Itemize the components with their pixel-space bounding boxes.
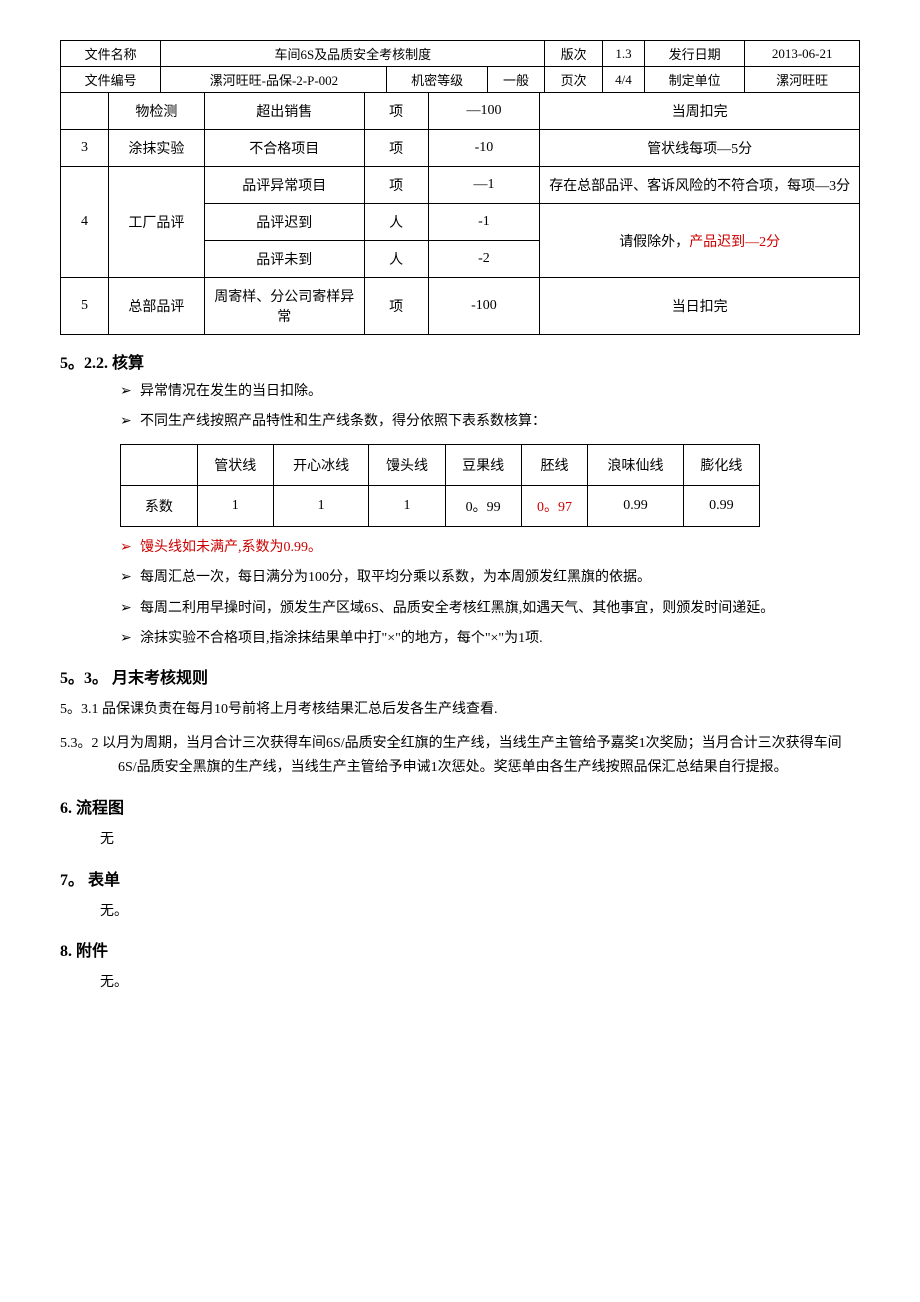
coef-header: 开心冰线: [273, 444, 369, 485]
cell-no: 4: [61, 167, 109, 278]
section-532-text: 5.3。2 以月为周期，当月合计三次获得车间6S/品质安全红旗的生产线，当线生产…: [60, 732, 860, 780]
coef-value: 0。99: [445, 485, 521, 526]
cell-no: [61, 93, 109, 130]
coef-value: 1: [197, 485, 273, 526]
cell-name: 涂抹实验: [108, 130, 204, 167]
coef-header: 馒头线: [369, 444, 445, 485]
section-7-body: 无。: [100, 900, 860, 924]
label-dept: 制定单位: [645, 67, 745, 93]
coef-value: 1: [369, 485, 445, 526]
coef-blank: [121, 444, 198, 485]
coef-row-label: 系数: [121, 485, 198, 526]
cell-remark: 请假除外，产品迟到—2分: [540, 204, 860, 278]
remark-red: 产品迟到—2分: [689, 235, 780, 250]
bullet-item: 异常情况在发生的当日扣除。: [120, 381, 860, 403]
label-file-name: 文件名称: [61, 41, 161, 67]
cell-item: 超出销售: [204, 93, 364, 130]
cell-item: 周寄样、分公司寄样异常: [204, 278, 364, 335]
section-6-body: 无: [100, 828, 860, 852]
label-file-no: 文件编号: [61, 67, 161, 93]
coef-value: 0.99: [588, 485, 684, 526]
label-version: 版次: [545, 41, 603, 67]
coefficient-table: 管状线 开心冰线 馒头线 豆果线 胚线 浪味仙线 膨化线 系数 1 1 1 0。…: [120, 444, 760, 527]
cell-name: 物检测: [108, 93, 204, 130]
value-page: 4/4: [602, 67, 644, 93]
cell-name: 总部品评: [108, 278, 204, 335]
bullet-item: 涂抹实验不合格项目,指涂抹结果单中打"×"的地方，每个"×"为1项.: [120, 628, 860, 650]
cell-no: 3: [61, 130, 109, 167]
section-522-title: 5。2.2. 核算: [60, 349, 860, 373]
assessment-table: 物检测 超出销售 项 —100 当周扣完 3 涂抹实验 不合格项目 项 -10 …: [60, 92, 860, 335]
value-file-no: 漯河旺旺-品保-2-P-002: [161, 67, 387, 93]
coef-header: 浪味仙线: [588, 444, 684, 485]
cell-name: 工厂品评: [108, 167, 204, 278]
value-dept: 漯河旺旺: [745, 67, 860, 93]
cell-unit: 人: [364, 241, 428, 278]
value-file-name: 车间6S及品质安全考核制度: [161, 41, 545, 67]
bullet-item: 每周二利用早操时间，颁发生产区域6S、品质安全考核红黑旗,如遇天气、其他事宜，则…: [120, 598, 860, 620]
cell-score: -2: [428, 241, 540, 278]
cell-item: 品评未到: [204, 241, 364, 278]
cell-remark: 当周扣完: [540, 93, 860, 130]
cell-no: 5: [61, 278, 109, 335]
section-53-title: 5。3。 月末考核规则: [60, 664, 860, 688]
section-531-text: 5。3.1 品保课负责在每月10号前将上月考核结果汇总后发各生产线查看.: [60, 698, 860, 722]
coef-header: 管状线: [197, 444, 273, 485]
coef-value: 0.99: [683, 485, 759, 526]
coef-header: 胚线: [521, 444, 587, 485]
cell-score: -1: [428, 204, 540, 241]
bullet-item-red: 馒头线如未满产,系数为0.99。: [120, 537, 860, 559]
coef-value: 1: [273, 485, 369, 526]
cell-unit: 项: [364, 130, 428, 167]
value-secret-level: 一般: [487, 67, 545, 93]
cell-remark: 存在总部品评、客诉风险的不符合项，每项—3分: [540, 167, 860, 204]
cell-remark: 当日扣完: [540, 278, 860, 335]
cell-score: —1: [428, 167, 540, 204]
section-6-title: 6. 流程图: [60, 794, 860, 818]
value-version: 1.3: [602, 41, 644, 67]
cell-item: 品评迟到: [204, 204, 364, 241]
bullet-item: 不同生产线按照产品特性和生产线条数，得分依照下表系数核算：: [120, 411, 860, 433]
coef-value-red: 0。97: [521, 485, 587, 526]
bullet-item: 每周汇总一次，每日满分为100分，取平均分乘以系数，为本周颁发红黑旗的依据。: [120, 567, 860, 589]
section-522-bullets: 异常情况在发生的当日扣除。 不同生产线按照产品特性和生产线条数，得分依照下表系数…: [60, 381, 860, 434]
coef-header: 膨化线: [683, 444, 759, 485]
coef-header: 豆果线: [445, 444, 521, 485]
cell-score: —100: [428, 93, 540, 130]
cell-unit: 项: [364, 93, 428, 130]
section-7-title: 7。 表单: [60, 866, 860, 890]
section-8-body: 无。: [100, 971, 860, 995]
remark-prefix: 请假除外，: [619, 235, 689, 250]
cell-remark: 管状线每项—5分: [540, 130, 860, 167]
section-8-title: 8. 附件: [60, 937, 860, 961]
label-page: 页次: [545, 67, 603, 93]
cell-item: 不合格项目: [204, 130, 364, 167]
cell-score: -100: [428, 278, 540, 335]
label-secret-level: 机密等级: [387, 67, 487, 93]
label-issue-date: 发行日期: [645, 41, 745, 67]
post-coef-bullets: 馒头线如未满产,系数为0.99。 每周汇总一次，每日满分为100分，取平均分乘以…: [60, 537, 860, 651]
document-header-table: 文件名称 车间6S及品质安全考核制度 版次 1.3 发行日期 2013-06-2…: [60, 40, 860, 93]
cell-unit: 人: [364, 204, 428, 241]
cell-item: 品评异常项目: [204, 167, 364, 204]
cell-score: -10: [428, 130, 540, 167]
value-issue-date: 2013-06-21: [745, 41, 860, 67]
cell-unit: 项: [364, 278, 428, 335]
cell-unit: 项: [364, 167, 428, 204]
